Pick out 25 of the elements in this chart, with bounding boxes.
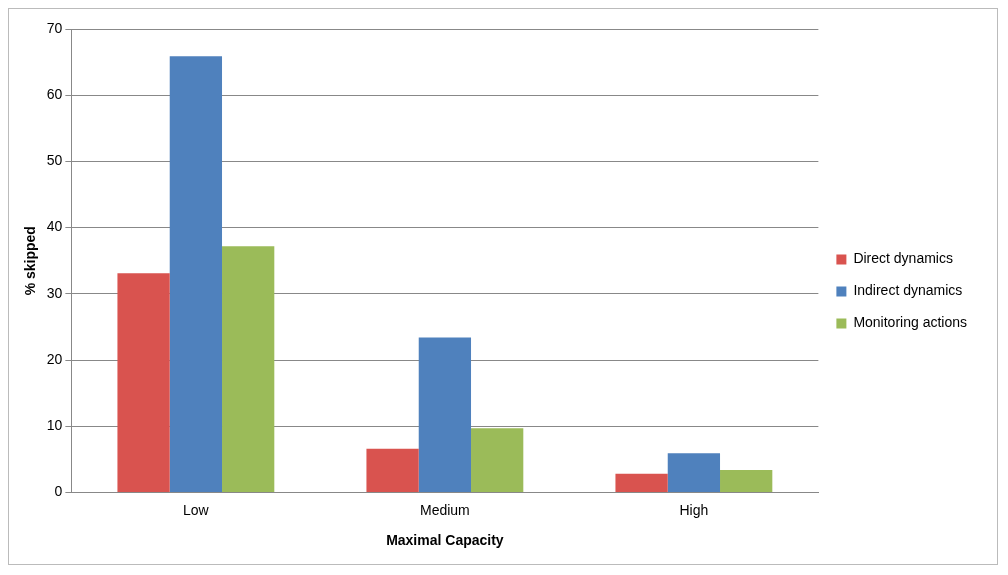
y-tick-label: 20 [46,350,63,367]
y-tick-label: 50 [46,152,63,169]
y-tick-label: 10 [46,417,63,434]
x-tick-label: Medium [419,501,470,518]
y-tick-label: 30 [46,284,63,301]
x-tick-label: High [679,501,709,518]
y-tick-label: 0 [54,483,63,500]
x-tick-label: Low [183,501,210,518]
bar [615,473,668,492]
bar [222,246,275,492]
bar [169,56,223,492]
bar [418,337,472,492]
y-tick-label: 70 [46,19,63,36]
bar [667,453,721,492]
y-tick-label: 40 [46,218,63,235]
y-tick-label: 60 [46,86,63,103]
legend-label: Direct dynamics [853,250,953,267]
bar [117,273,170,492]
x-axis-title: Maximal Capacity [386,532,504,549]
legend-label: Monitoring actions [853,314,968,331]
y-axis-title: % skipped [22,226,39,296]
bar [471,428,524,492]
legend-label: Indirect dynamics [853,282,963,299]
bar [366,448,419,492]
bar [720,469,773,492]
